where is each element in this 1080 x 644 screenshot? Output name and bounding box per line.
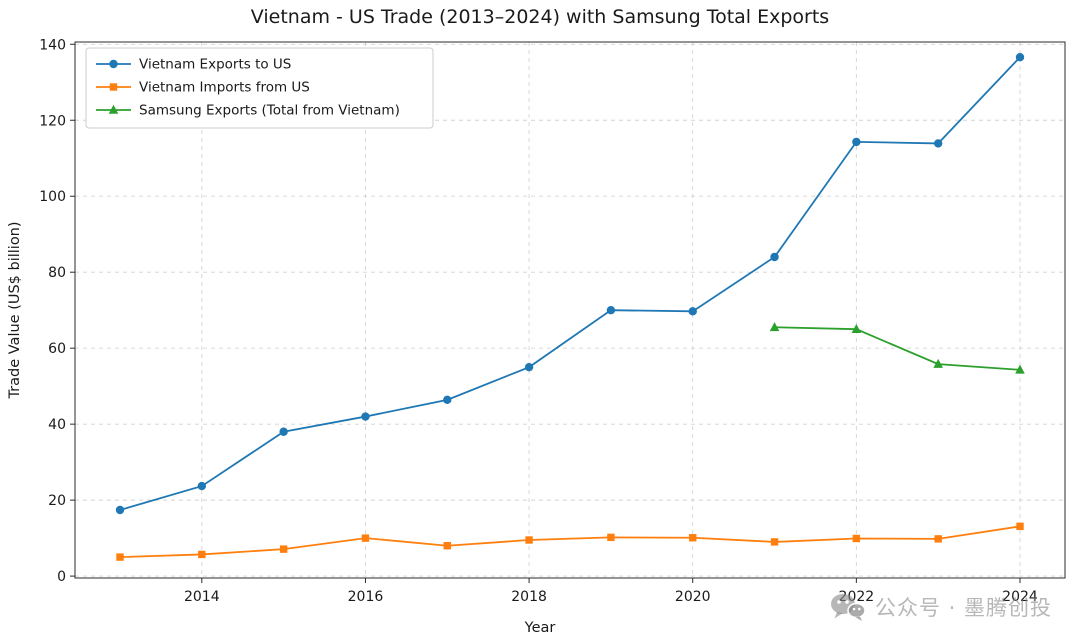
marker-circle: [115, 505, 125, 515]
series-1: [116, 522, 1024, 561]
x-tick-label: 2024: [1002, 589, 1038, 605]
marker-square: [116, 553, 124, 561]
legend: Vietnam Exports to US Vietnam Imports fro…: [85, 47, 434, 129]
y-tick-label: 140: [39, 37, 66, 53]
marker-circle: [1015, 52, 1025, 62]
marker-circle: [361, 412, 370, 421]
marker-square: [361, 534, 370, 542]
marker-square: [279, 545, 288, 553]
y-tick-label: 60: [48, 341, 66, 357]
watermark-text: 公众号 · 墨腾创投: [874, 596, 1052, 620]
series-line: [119, 525, 1021, 559]
marker-triangle: [1015, 364, 1025, 374]
y-tick-label: 100: [39, 189, 66, 205]
x-tick-label: 2020: [675, 589, 711, 605]
marker-circle: [443, 395, 452, 405]
y-tick-label: 120: [39, 113, 66, 129]
marker-square: [198, 550, 206, 559]
series-line: [774, 326, 1021, 371]
marker-triangle: [933, 358, 943, 368]
marker-triangle: [769, 322, 780, 332]
marker-square: [770, 538, 779, 546]
marker-circle: [279, 427, 288, 436]
x-axis-label: Year: [524, 620, 556, 636]
marker-circle: [852, 137, 861, 147]
y-tick-label: 40: [48, 417, 66, 433]
marker-square: [689, 534, 697, 542]
watermark: 公众号 · 墨腾创投: [830, 592, 1052, 622]
marker-square: [934, 535, 942, 543]
marker-square: [525, 536, 533, 544]
marker-circle: [933, 139, 943, 148]
y-tick-label: 20: [48, 493, 66, 509]
x-tick-label: 2018: [511, 589, 547, 605]
marker-circle: [109, 59, 118, 69]
legend-label: Vietnam Exports to US: [139, 57, 291, 73]
marker-square: [852, 534, 861, 543]
series-2: [769, 322, 1025, 374]
x-tick-label: 2014: [184, 589, 220, 605]
series-0: [115, 52, 1025, 515]
marker-square: [607, 533, 615, 542]
marker-circle: [688, 307, 697, 316]
marker-circle: [606, 305, 616, 315]
marker-triangle: [851, 323, 862, 333]
series-line: [119, 56, 1021, 511]
chart-title: Vietnam - US Trade (2013–2024) with Sams…: [250, 6, 830, 28]
plot-border: [74, 41, 1066, 579]
legend-label: Samsung Exports (Total from Vietnam): [139, 103, 400, 119]
marker-circle: [770, 252, 779, 262]
x-tick-label: 2016: [348, 589, 384, 605]
y-tick-label: 80: [48, 265, 66, 281]
marker-square: [443, 542, 451, 550]
marker-circle: [197, 481, 207, 491]
marker-square: [109, 83, 118, 91]
wechat-icon: [830, 594, 866, 621]
y-tick-label: 0: [57, 569, 66, 585]
legend-label: Vietnam Imports from US: [139, 80, 310, 96]
marker-square: [1016, 522, 1024, 531]
marker-triangle: [108, 104, 119, 114]
legend-box: [85, 47, 434, 129]
marker-circle: [524, 362, 534, 372]
